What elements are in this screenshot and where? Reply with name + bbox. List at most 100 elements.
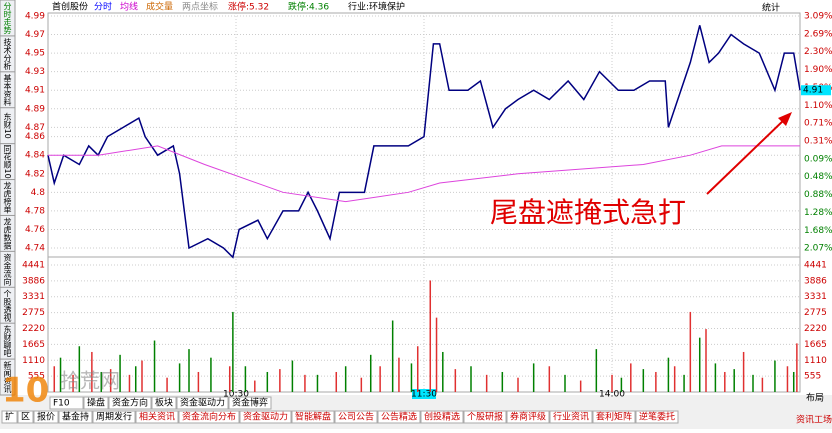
y2-tick-label: 2775	[804, 308, 827, 318]
info-button[interactable]: 资讯工场	[796, 415, 832, 426]
tab[interactable]	[420, 410, 464, 424]
volume-bar	[620, 377, 623, 392]
y2-tick-label: 0.71%	[804, 119, 832, 129]
volume-bar	[683, 374, 685, 392]
sidebar-tab[interactable]: 资金流向	[3, 252, 12, 285]
tab[interactable]	[463, 410, 507, 424]
volume-bar	[733, 369, 735, 392]
volume-bar	[197, 371, 200, 392]
y-tick-label: 555	[28, 372, 45, 382]
y-tick-label: 1665	[22, 340, 45, 350]
header-item[interactable]: 分时	[94, 1, 112, 13]
header-limit_up: 涨停:5.32	[228, 1, 269, 13]
tab[interactable]	[239, 410, 292, 424]
tab-label[interactable]: 扩	[5, 411, 14, 423]
sidebar-tab[interactable]: 个股透视	[3, 289, 12, 322]
volume-bar	[266, 371, 269, 392]
tab[interactable]	[549, 410, 593, 424]
tab[interactable]	[228, 396, 272, 410]
sidebar-tab[interactable]: 基本资料	[3, 73, 12, 107]
tab-label[interactable]: 资金驱动力	[243, 411, 288, 423]
y-tick-label: 4.99	[25, 12, 45, 22]
tab-label[interactable]: 基金持	[62, 411, 89, 423]
current-price-bg	[801, 85, 831, 96]
tab-label[interactable]: 公告精选	[381, 411, 417, 423]
tab-label[interactable]: 资金博弈	[232, 397, 268, 409]
volume-bar	[153, 340, 156, 392]
y2-tick-label: 3331	[804, 292, 827, 302]
tab-label[interactable]: 公司公告	[338, 411, 374, 423]
stock-name: 首创股份	[52, 1, 88, 13]
tab[interactable]	[592, 410, 636, 424]
sidebar-tab[interactable]: 东财聊吧	[3, 324, 12, 357]
tab-label[interactable]: 区	[21, 412, 30, 423]
y-tick-label: 1110	[22, 356, 45, 366]
tab[interactable]	[135, 410, 179, 424]
y2-tick-label: 555	[804, 372, 821, 382]
tab-label[interactable]: 资金驱动力	[180, 397, 225, 409]
y-tick-label: 4.84	[25, 151, 45, 161]
volume-bar	[548, 366, 551, 392]
y-tick-label: 4.89	[25, 104, 45, 114]
tab-label[interactable]: 行业资讯	[553, 411, 589, 423]
tab[interactable]	[17, 410, 34, 424]
tab-label[interactable]: 智能解盘	[295, 411, 331, 423]
tab-label[interactable]: 资金方向	[112, 397, 148, 409]
tab-label[interactable]: 资金流向分布	[182, 411, 236, 423]
tab[interactable]	[635, 410, 679, 424]
tab[interactable]	[83, 396, 109, 410]
sidebar-tab[interactable]: 技术分析	[3, 37, 12, 71]
tab[interactable]	[178, 410, 240, 424]
tab[interactable]	[33, 410, 59, 424]
volume-bar	[316, 374, 319, 392]
sidebar-tab[interactable]: 分时走势	[3, 2, 12, 35]
header-industry: 行业:环境保护	[348, 1, 405, 13]
y-tick-label: 2775	[22, 308, 45, 318]
y-tick-label: 4.87	[25, 123, 45, 133]
sidebar-tab[interactable]: 同花顺10	[3, 144, 12, 178]
tab[interactable]	[49, 396, 84, 410]
volume-bar	[429, 280, 432, 392]
watermark-number: 10	[2, 371, 49, 411]
tab-label[interactable]: 券商评级	[510, 411, 546, 423]
y-tick-label: 4.74	[25, 244, 45, 254]
tab-label[interactable]: 报价	[37, 411, 55, 423]
tab-label[interactable]: 操盘	[87, 397, 105, 409]
header-item[interactable]: 成交量	[146, 1, 173, 13]
volume-bar	[786, 366, 789, 392]
volume-bar	[655, 371, 657, 392]
tab-label[interactable]: 套利矩阵	[596, 411, 632, 423]
layout-button[interactable]: 布局	[806, 392, 824, 404]
sidebar-tab[interactable]: 新闻资讯	[3, 360, 12, 394]
sidebar-tab[interactable]: 龙虎榜单	[3, 181, 12, 215]
volume-bar	[244, 366, 247, 392]
tab[interactable]	[1, 410, 18, 424]
tab[interactable]	[92, 410, 136, 424]
tab-label[interactable]: 周期发行	[96, 411, 132, 423]
stat-button[interactable]: 统计	[762, 2, 780, 14]
sidebar-tab[interactable]: 龙虎数据	[3, 216, 12, 250]
header-item[interactable]: 均线	[120, 1, 138, 13]
volume-bar	[228, 366, 231, 392]
tab-label[interactable]: 个股研报	[467, 411, 503, 423]
tab[interactable]	[506, 410, 550, 424]
volume-bar	[724, 371, 726, 392]
tab-label[interactable]: F10	[53, 399, 70, 409]
tab[interactable]	[291, 410, 335, 424]
tab[interactable]	[58, 410, 93, 424]
y2-tick-label: 1.90%	[804, 65, 832, 75]
volume-bar	[416, 346, 419, 392]
tab[interactable]	[108, 396, 152, 410]
tab-label[interactable]: 创投精选	[424, 411, 460, 423]
tab[interactable]	[334, 410, 378, 424]
tab[interactable]	[151, 396, 177, 410]
tab-label[interactable]: 板块	[155, 397, 173, 409]
y2-tick-label: 0.31%	[804, 136, 832, 146]
sidebar-tab[interactable]: 东财10	[3, 112, 12, 139]
price-line	[47, 25, 801, 259]
tab-label[interactable]: 逆笔委托	[639, 411, 675, 423]
tab[interactable]	[377, 410, 421, 424]
header-item[interactable]: 两点坐标	[182, 1, 218, 13]
tab-label[interactable]: 相关资讯	[139, 411, 175, 423]
tab[interactable]	[176, 396, 229, 410]
